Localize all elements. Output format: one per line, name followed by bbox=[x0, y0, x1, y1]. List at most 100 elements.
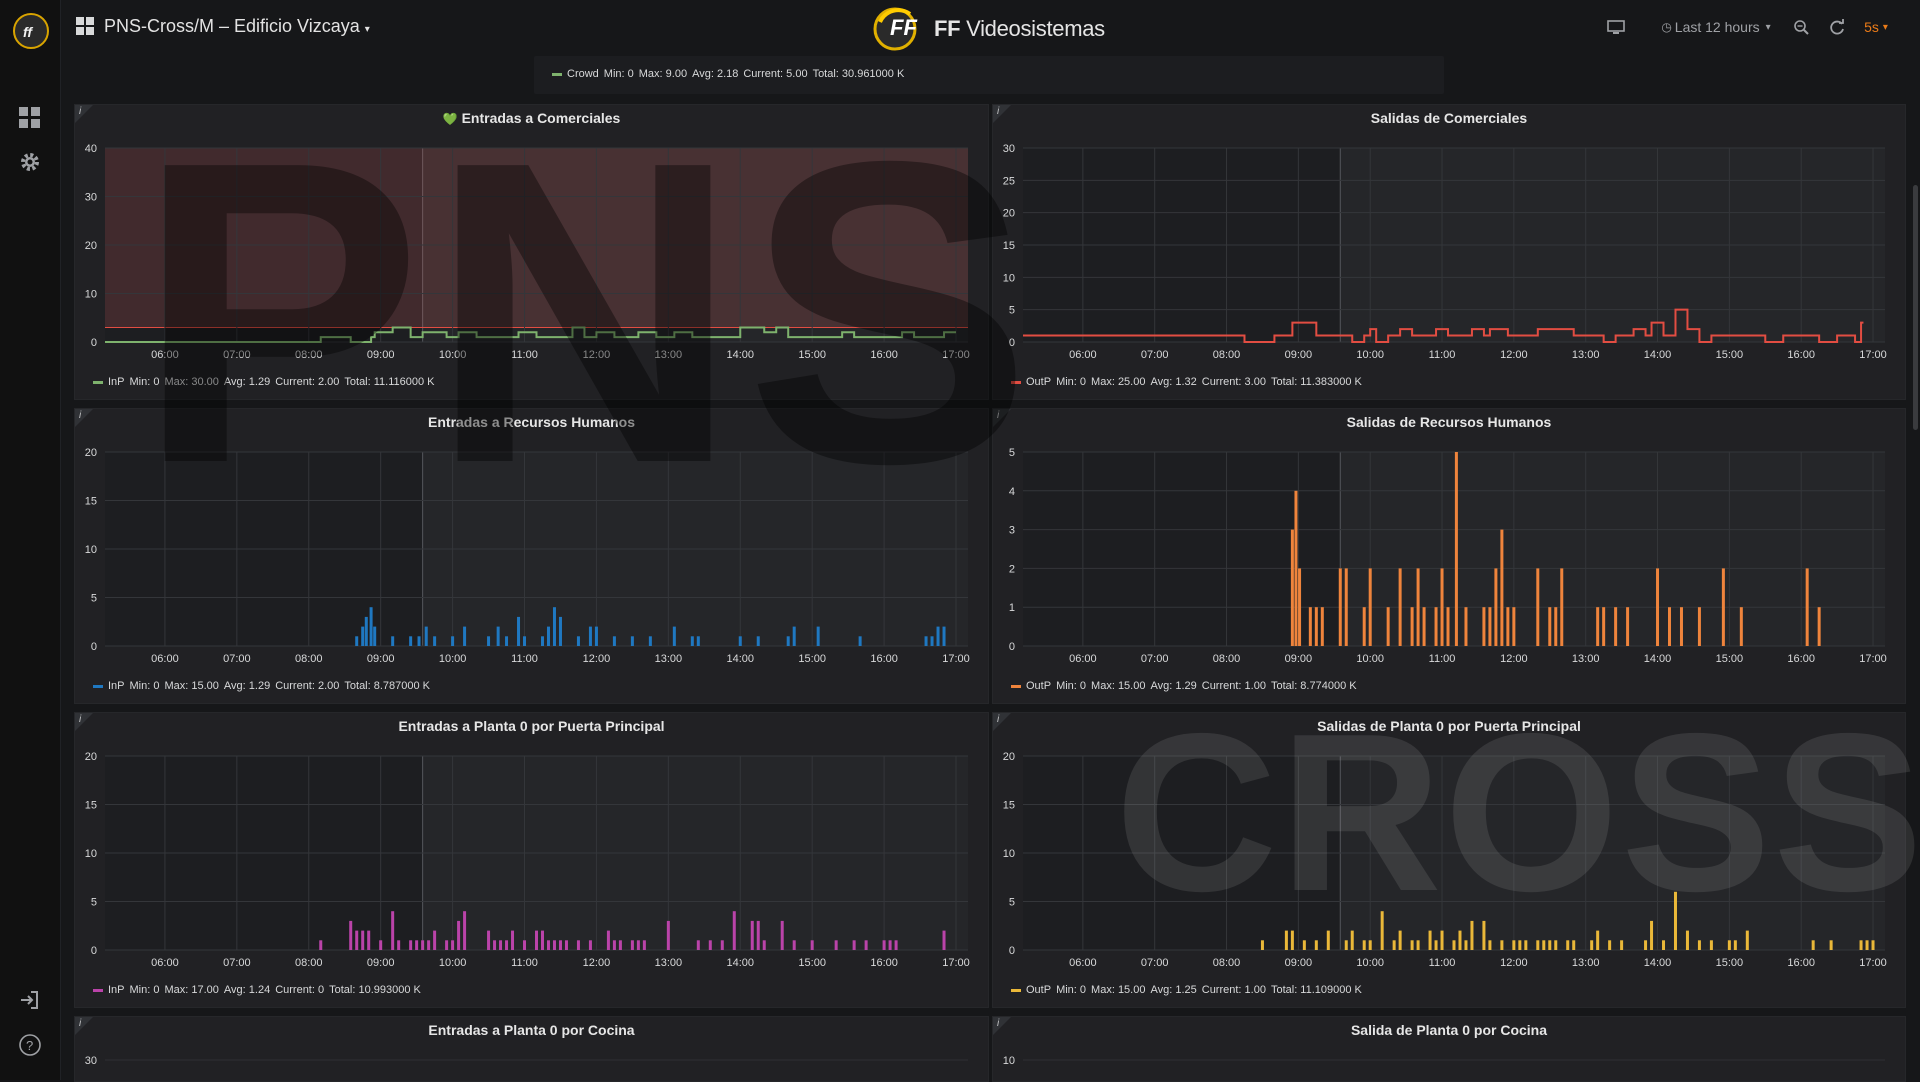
series-swatch bbox=[93, 380, 103, 384]
graph-panel: i Salidas de Comerciales 30 25 20 15 10 5 0 06:00… bbox=[992, 104, 1906, 400]
logo-ff: FF bbox=[934, 16, 961, 41]
chart-svg[interactable]: 10 bbox=[993, 1017, 1905, 1081]
chart-svg[interactable]: 40 30 20 10 0 06:00 07:00 08:00 09:00 10:00 11:00 1… bbox=[75, 105, 988, 399]
refresh-button[interactable] bbox=[1822, 12, 1852, 42]
panel-title[interactable]: Entradas a Planta 0 por Cocina bbox=[75, 1022, 988, 1038]
x-tick-label: 07:00 bbox=[223, 957, 251, 969]
x-tick-label: 17:00 bbox=[1859, 653, 1887, 665]
bar bbox=[535, 930, 538, 950]
bar bbox=[540, 930, 544, 950]
bar bbox=[720, 940, 724, 950]
panel-info-icon[interactable]: i bbox=[993, 713, 1011, 731]
help-icon[interactable]: ? bbox=[18, 1033, 42, 1057]
tv-mode-button[interactable] bbox=[1600, 12, 1632, 42]
panel-title[interactable]: 💚 Entradas a Comerciales bbox=[75, 110, 988, 126]
chart-svg[interactable]: 20 15 10 5 0 06:00 07:00 08:00 09:00 10:00 11:00 12… bbox=[993, 713, 1905, 1007]
crowd-current: Current: 5.00 bbox=[743, 68, 808, 80]
bar bbox=[1380, 911, 1384, 950]
bar bbox=[421, 940, 425, 950]
bar bbox=[523, 636, 527, 646]
y-tick-label: 15 bbox=[1003, 800, 1015, 812]
y-tick-label: 30 bbox=[85, 192, 97, 204]
graph-panel: i Entradas a Planta 0 por Cocina 30 bbox=[74, 1016, 989, 1082]
bar bbox=[696, 940, 700, 950]
panel-title[interactable]: Entradas a Recursos Humanos bbox=[75, 414, 988, 430]
navbar: PNS-Cross/M – Edificio Vizcaya ▾ FF FF V… bbox=[60, 0, 1920, 54]
bar bbox=[942, 930, 946, 950]
panel-legend[interactable]: OutP Min: 0 Max: 25.00 Avg: 1.32 Current: 3.… bbox=[1011, 376, 1367, 388]
x-tick-label: 14:00 bbox=[1644, 957, 1672, 969]
crowd-series-name: Crowd bbox=[567, 68, 599, 80]
panel-legend[interactable]: InP Min: 0 Max: 30.00 Avg: 1.29 Current: 2.0… bbox=[93, 376, 440, 388]
legend-avg: Avg: 1.29 bbox=[223, 680, 271, 692]
y-tick-label: 5 bbox=[1009, 897, 1015, 909]
time-picker-button[interactable]: ◷ Last 12 hours ▾ bbox=[1654, 12, 1778, 42]
panel-info-icon[interactable]: i bbox=[993, 105, 1011, 123]
x-tick-label: 14:00 bbox=[726, 349, 754, 361]
y-tick-label: 4 bbox=[1009, 486, 1015, 498]
chart-svg[interactable]: 30 bbox=[75, 1017, 988, 1081]
legend-series-name: InP bbox=[108, 680, 125, 692]
bar bbox=[1344, 940, 1348, 950]
bar bbox=[397, 940, 401, 950]
chart-svg[interactable]: 20 15 10 5 0 06:00 07:00 08:00 09:00 10:00 11:00 12… bbox=[75, 713, 988, 1007]
dashboard-title[interactable]: PNS-Cross/M – Edificio Vizcaya ▾ bbox=[104, 16, 370, 37]
brand-logo: FF FF Videosistemas bbox=[872, 4, 1105, 51]
x-tick-label: 10:00 bbox=[439, 653, 467, 665]
y-tick-label: 30 bbox=[1003, 143, 1015, 155]
panel-info-icon[interactable]: i bbox=[993, 1017, 1011, 1035]
sign-in-icon[interactable] bbox=[18, 988, 42, 1012]
bar bbox=[1434, 607, 1438, 646]
bar bbox=[1302, 940, 1306, 950]
legend-total: Total: 10.993000 K bbox=[329, 984, 421, 996]
graph-panel: i Salida de Planta 0 por Cocina 10 bbox=[992, 1016, 1906, 1082]
bar bbox=[750, 920, 754, 950]
panel-title[interactable]: Salida de Planta 0 por Cocina bbox=[993, 1022, 1905, 1038]
y-tick-label: 15 bbox=[1003, 240, 1015, 252]
panel-title[interactable]: Salidas de Recursos Humanos bbox=[993, 414, 1905, 430]
legend-avg: Avg: 1.29 bbox=[223, 376, 271, 388]
bar bbox=[1871, 940, 1875, 950]
page-scrollbar[interactable] bbox=[1913, 185, 1918, 430]
zoom-out-button[interactable] bbox=[1786, 12, 1816, 42]
x-tick-label: 11:00 bbox=[511, 653, 538, 665]
panel-info-icon[interactable]: i bbox=[75, 713, 93, 731]
chart-svg[interactable]: 5 4 3 2 1 0 06:00 07:00 08:00 09:00 10:00 11:00 12:0… bbox=[993, 409, 1905, 703]
y-tick-label: 0 bbox=[91, 945, 97, 957]
gear-icon[interactable] bbox=[18, 150, 42, 174]
panel-info-icon[interactable]: i bbox=[75, 105, 93, 123]
threshold-region bbox=[105, 148, 968, 328]
chart-svg[interactable]: 30 25 20 15 10 5 0 06:00 07:00 08:00 09:00 10:00 11:… bbox=[993, 105, 1905, 399]
bar bbox=[762, 940, 766, 950]
bar bbox=[1308, 607, 1312, 646]
bar bbox=[1673, 891, 1677, 950]
bar bbox=[1668, 607, 1671, 646]
panel-info-icon[interactable]: i bbox=[75, 1017, 93, 1035]
panel-title[interactable]: Entradas a Planta 0 por Puerta Principal bbox=[75, 718, 988, 734]
bar bbox=[1554, 940, 1558, 950]
panel-title[interactable]: Salidas de Planta 0 por Puerta Principal bbox=[993, 718, 1905, 734]
app-logo-icon[interactable]: ff bbox=[13, 13, 49, 49]
legend-max: Max: 15.00 bbox=[1091, 680, 1146, 692]
panel-legend[interactable]: InP Min: 0 Max: 17.00 Avg: 1.24 Current: 0 To… bbox=[93, 984, 426, 996]
bar bbox=[319, 940, 323, 950]
dashboards-icon[interactable] bbox=[18, 106, 42, 130]
y-tick-label: 5 bbox=[91, 897, 97, 909]
crowd-legend[interactable]: Crowd Min: 0 Max: 9.00 Avg: 2.18 Current: 5.… bbox=[552, 68, 909, 80]
legend-series-name: InP bbox=[108, 984, 125, 996]
panel-legend[interactable]: InP Min: 0 Max: 15.00 Avg: 1.29 Current: 2.0… bbox=[93, 680, 435, 692]
x-tick-label: 11:00 bbox=[511, 349, 538, 361]
y-tick-label: 0 bbox=[1009, 337, 1015, 349]
panel-title[interactable]: Salidas de Comerciales bbox=[993, 110, 1905, 126]
bar bbox=[1290, 529, 1294, 646]
panel-info-icon[interactable]: i bbox=[993, 409, 1011, 427]
panel-legend[interactable]: OutP Min: 0 Max: 15.00 Avg: 1.25 Current: 1.… bbox=[1011, 984, 1367, 996]
chart-svg[interactable]: 20 15 10 5 0 06:00 07:00 08:00 09:00 10:00 11:00 12… bbox=[75, 409, 988, 703]
dashboard-grid-icon[interactable] bbox=[76, 17, 96, 42]
x-tick-label: 09:00 bbox=[1285, 957, 1313, 969]
bar bbox=[1596, 607, 1600, 646]
refresh-interval-dropdown[interactable]: 5s ▾ bbox=[1856, 12, 1896, 42]
bar bbox=[457, 920, 461, 950]
panel-info-icon[interactable]: i bbox=[75, 409, 93, 427]
panel-legend[interactable]: OutP Min: 0 Max: 15.00 Avg: 1.29 Current: 1.… bbox=[1011, 680, 1362, 692]
